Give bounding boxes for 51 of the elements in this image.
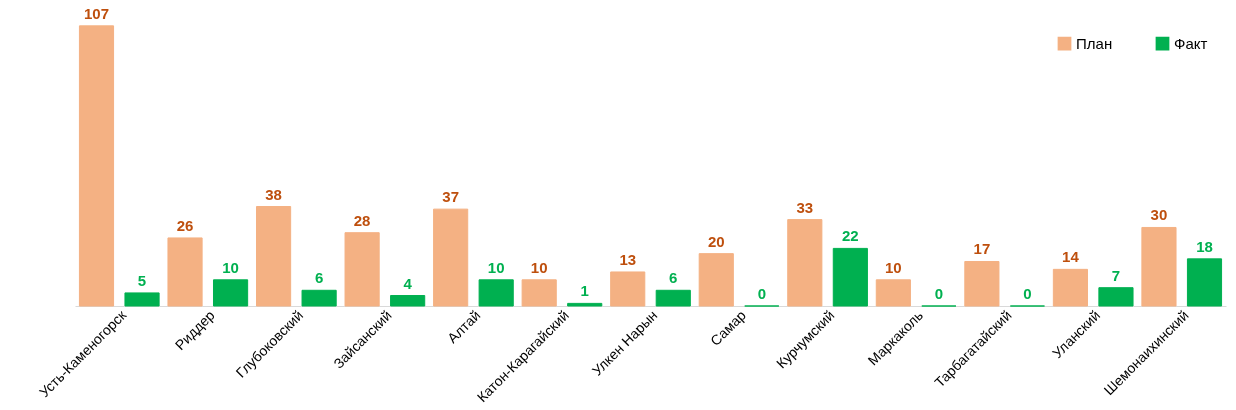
data-label: 22 (842, 227, 859, 245)
data-label: 20 (707, 232, 725, 250)
bar (655, 289, 691, 307)
bar (478, 279, 514, 307)
data-label: 28 (353, 211, 371, 229)
bar (390, 295, 426, 307)
bar (698, 253, 734, 307)
bar (567, 302, 603, 307)
data-label: 1 (580, 282, 589, 300)
data-label: 37 (442, 188, 459, 206)
bar (610, 271, 646, 307)
bar (1141, 226, 1177, 307)
data-label: 38 (265, 185, 282, 203)
data-label: 0 (1023, 285, 1032, 302)
bar (1186, 258, 1223, 307)
bar (213, 279, 249, 307)
legend-label: Факт (1174, 34, 1208, 52)
bar (521, 279, 557, 307)
legend-label: План (1076, 34, 1113, 52)
data-label: 33 (796, 198, 814, 216)
data-label: 10 (530, 258, 548, 276)
data-label: 5 (137, 271, 147, 289)
bar (875, 279, 911, 307)
data-label: 30 (1150, 206, 1168, 224)
data-label: 7 (1111, 266, 1121, 284)
data-label: 6 (669, 269, 678, 287)
bar (433, 208, 469, 307)
data-label: 10 (487, 258, 505, 276)
data-label: 10 (222, 258, 239, 276)
data-label: 26 (176, 216, 194, 234)
bar (1052, 268, 1088, 307)
bar (787, 219, 823, 307)
data-label: 0 (757, 285, 766, 302)
data-label: 18 (1196, 237, 1213, 255)
bar (167, 237, 203, 307)
data-label: 6 (314, 269, 324, 287)
bar (1098, 287, 1134, 307)
bar (832, 247, 868, 307)
data-label: 107 (83, 4, 110, 22)
bar (301, 289, 337, 307)
bar (78, 25, 115, 307)
data-label: 13 (619, 250, 637, 268)
data-label: 0 (934, 285, 944, 302)
bar (256, 206, 292, 307)
bar (964, 260, 1000, 307)
bar (344, 232, 380, 307)
data-label: 17 (973, 240, 991, 258)
bar (124, 292, 160, 307)
data-label: 10 (885, 258, 902, 276)
data-label: 4 (403, 274, 413, 292)
data-label: 14 (1062, 248, 1080, 266)
